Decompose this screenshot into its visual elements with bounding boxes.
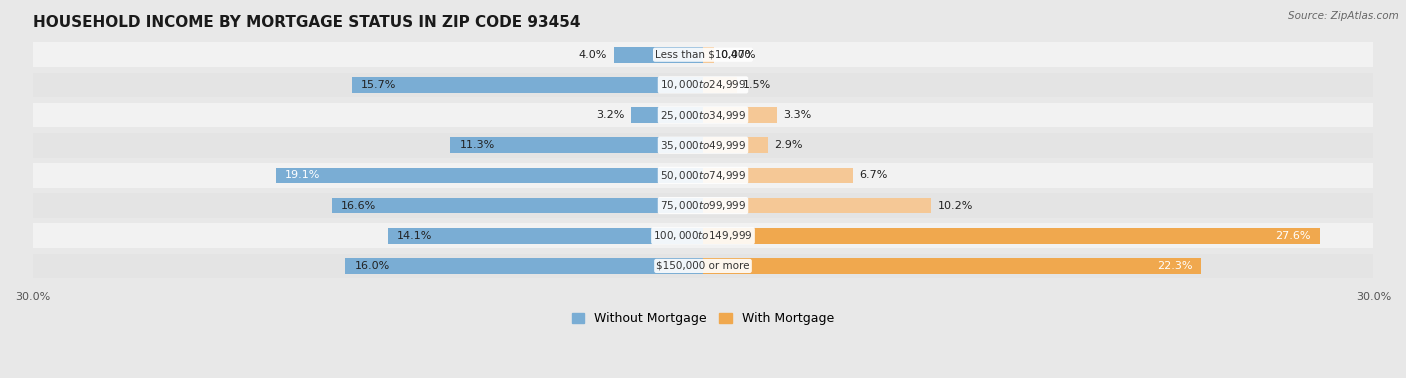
Bar <box>32 163 1374 188</box>
Text: 15.7%: 15.7% <box>361 80 396 90</box>
Bar <box>703 228 1320 243</box>
Bar <box>32 42 1374 67</box>
Bar <box>346 258 703 274</box>
Text: $10,000 to $24,999: $10,000 to $24,999 <box>659 78 747 91</box>
Bar <box>703 167 852 183</box>
Bar <box>703 198 931 214</box>
Text: 19.1%: 19.1% <box>285 170 321 180</box>
Text: 11.3%: 11.3% <box>460 140 495 150</box>
Text: $75,000 to $99,999: $75,000 to $99,999 <box>659 199 747 212</box>
Text: $35,000 to $49,999: $35,000 to $49,999 <box>659 139 747 152</box>
Text: 2.9%: 2.9% <box>775 140 803 150</box>
Text: 27.6%: 27.6% <box>1275 231 1310 241</box>
Text: $100,000 to $149,999: $100,000 to $149,999 <box>654 229 752 242</box>
Bar <box>450 137 703 153</box>
Text: Source: ZipAtlas.com: Source: ZipAtlas.com <box>1288 11 1399 21</box>
Text: 16.0%: 16.0% <box>354 261 389 271</box>
Text: 6.7%: 6.7% <box>859 170 887 180</box>
Text: 16.6%: 16.6% <box>342 201 377 211</box>
Text: 0.47%: 0.47% <box>720 50 755 60</box>
Bar <box>32 193 1374 218</box>
Bar <box>32 223 1374 248</box>
Text: $25,000 to $34,999: $25,000 to $34,999 <box>659 108 747 122</box>
Legend: Without Mortgage, With Mortgage: Without Mortgage, With Mortgage <box>567 307 839 330</box>
Bar <box>276 167 703 183</box>
Text: Less than $10,000: Less than $10,000 <box>655 50 751 60</box>
Text: 3.3%: 3.3% <box>783 110 811 120</box>
Bar <box>703 258 1201 274</box>
Text: 1.5%: 1.5% <box>744 80 772 90</box>
Bar <box>703 137 768 153</box>
Bar <box>388 228 703 243</box>
Text: 4.0%: 4.0% <box>578 50 607 60</box>
Text: 22.3%: 22.3% <box>1157 261 1192 271</box>
Bar <box>32 254 1374 278</box>
Bar <box>32 103 1374 127</box>
Text: 14.1%: 14.1% <box>396 231 432 241</box>
Bar <box>703 107 776 123</box>
Text: 10.2%: 10.2% <box>938 201 973 211</box>
Text: $150,000 or more: $150,000 or more <box>657 261 749 271</box>
Bar <box>332 198 703 214</box>
Bar <box>613 47 703 62</box>
Text: 3.2%: 3.2% <box>596 110 624 120</box>
Bar <box>703 47 713 62</box>
Text: $50,000 to $74,999: $50,000 to $74,999 <box>659 169 747 182</box>
Bar <box>631 107 703 123</box>
Bar <box>32 73 1374 97</box>
Text: HOUSEHOLD INCOME BY MORTGAGE STATUS IN ZIP CODE 93454: HOUSEHOLD INCOME BY MORTGAGE STATUS IN Z… <box>32 15 581 30</box>
Bar <box>352 77 703 93</box>
Bar <box>32 133 1374 158</box>
Bar <box>703 77 737 93</box>
